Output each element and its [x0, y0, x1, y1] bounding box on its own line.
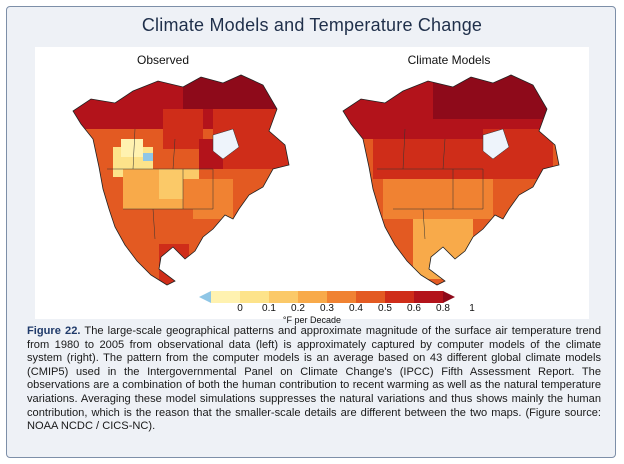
models-map-label: Climate Models	[407, 53, 491, 67]
caption-text: The large-scale geographical patterns an…	[27, 325, 601, 433]
colorbar-tick-label: 1	[469, 303, 475, 314]
colorbar-tick-label: 0.6	[407, 303, 421, 314]
figure-title: Climate Models and Temperature Change	[141, 15, 483, 35]
colorbar-tick-label: 0.2	[291, 303, 305, 314]
maps-panel: Observed Climate Models	[35, 47, 589, 325]
colorbar-tick-label: 0.8	[436, 303, 450, 314]
colorbar-low-arrow	[199, 291, 211, 303]
colorbar-high-arrow	[443, 291, 455, 303]
colorbar-tick-label: 0	[237, 303, 243, 314]
figure-frame: Climate Models and Temperature Change Ob…	[6, 6, 616, 458]
figure-caption: Figure 22. The large-scale geographical …	[27, 325, 601, 434]
colorbar-segment	[414, 291, 444, 303]
observed-map	[72, 74, 290, 286]
climate-models-map	[342, 74, 560, 286]
colorbar-segment	[356, 291, 386, 303]
colorbar-tick-label: 0.4	[349, 303, 363, 314]
colorbar-segment	[269, 291, 299, 303]
colorbar-tick-label: 0.3	[320, 303, 334, 314]
caption-label: Figure 22.	[27, 325, 81, 337]
colorbar-segment	[385, 291, 415, 303]
colorbar-segment	[211, 291, 241, 303]
colorbar-tick-label: 0.5	[378, 303, 392, 314]
colorbar-units: °F per Decade	[282, 315, 342, 325]
colorbar-segment	[327, 291, 357, 303]
temperature-colorbar	[199, 291, 455, 303]
colorbar-segment	[240, 291, 270, 303]
colorbar-segment	[298, 291, 328, 303]
colorbar-tick-label: 0.1	[262, 303, 276, 314]
observed-map-label: Observed	[136, 53, 190, 67]
